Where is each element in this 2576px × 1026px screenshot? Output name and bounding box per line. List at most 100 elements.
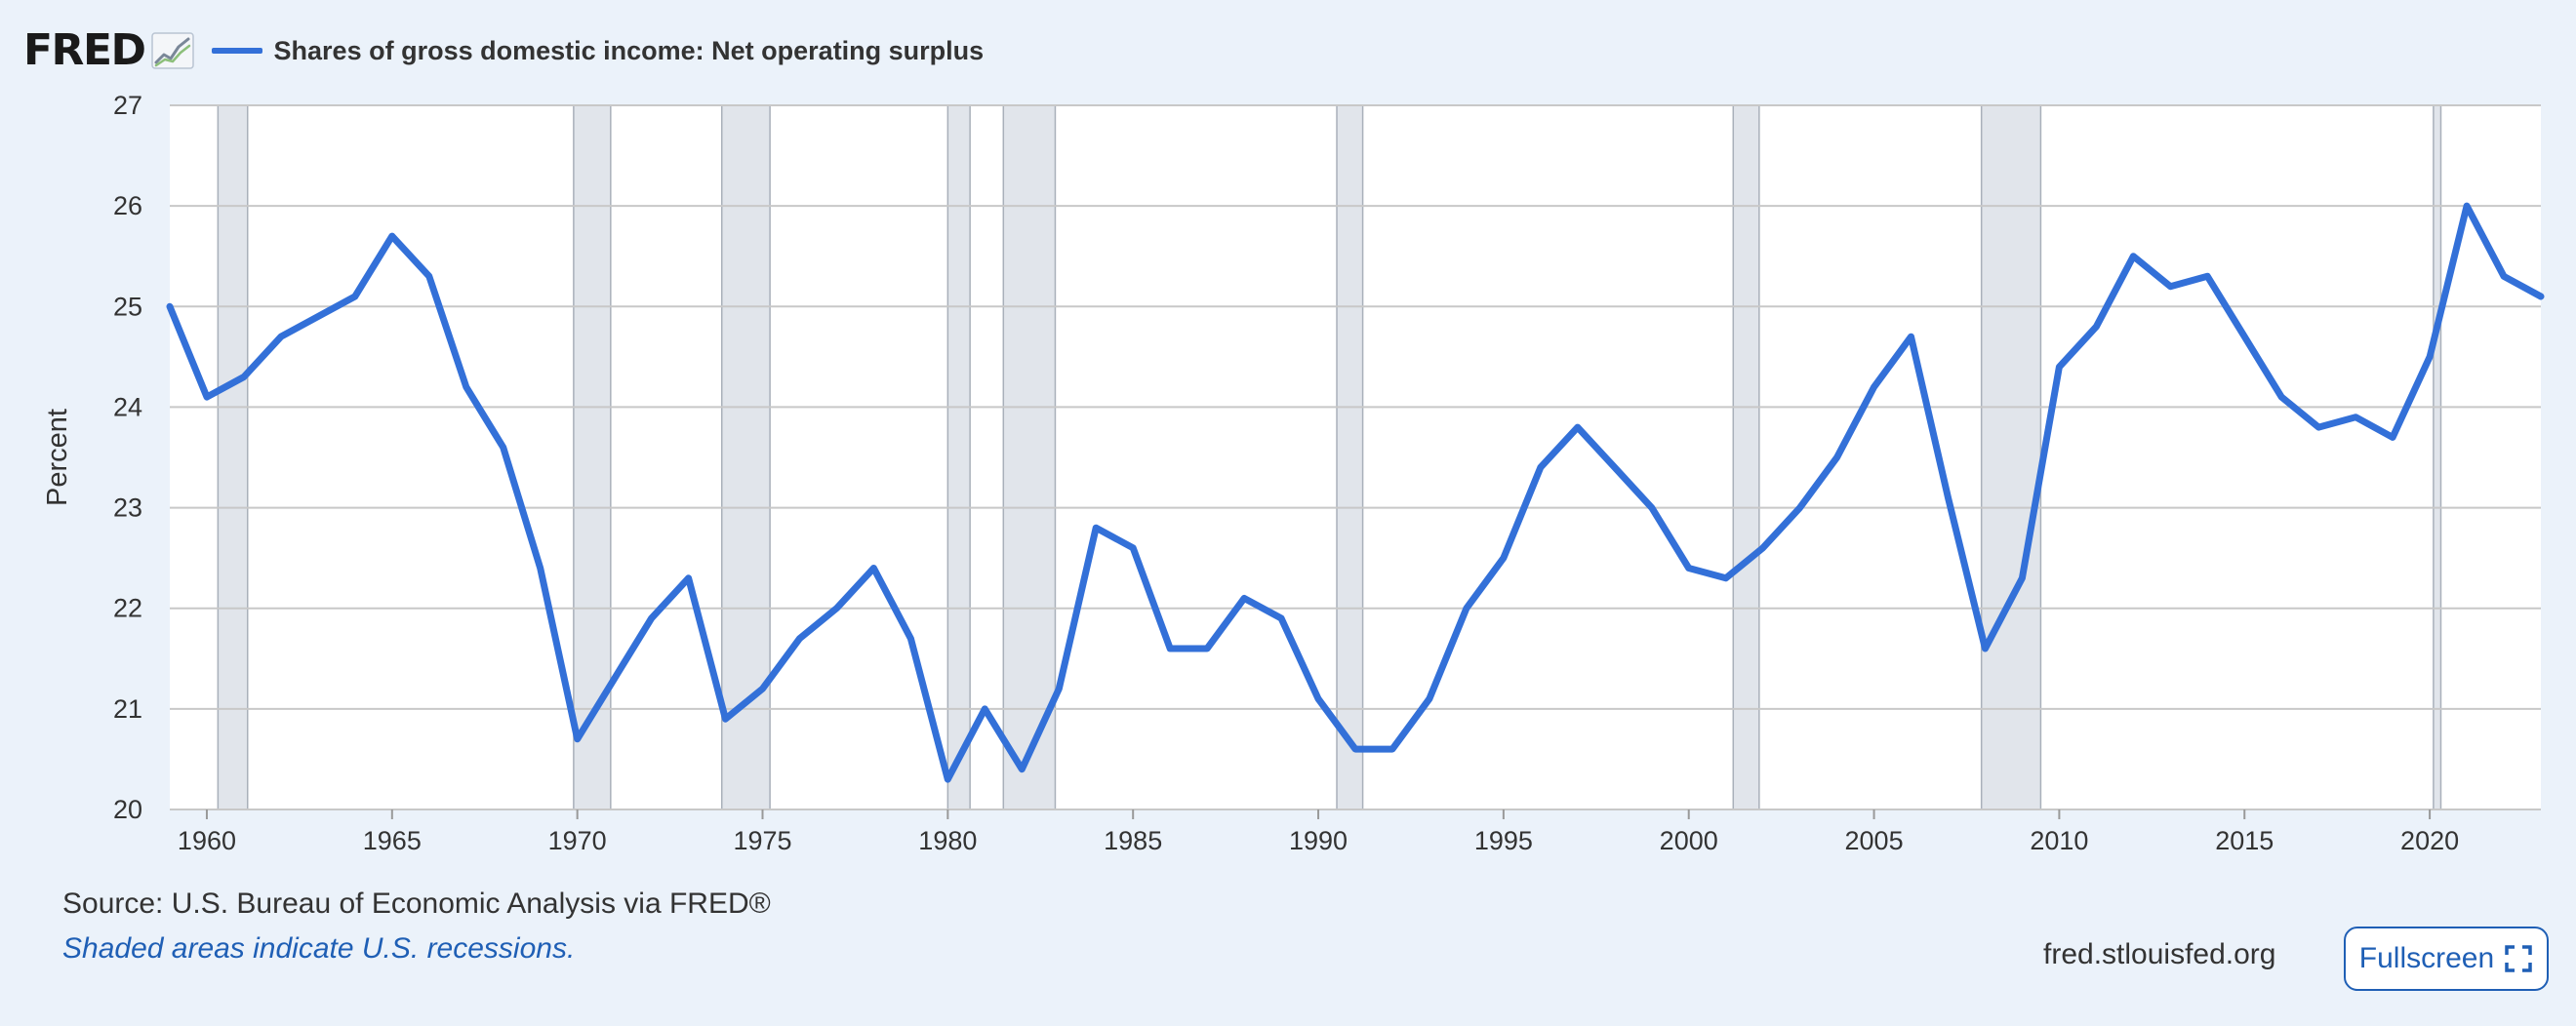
series-line-0[interactable] <box>166 202 2545 783</box>
data-point[interactable] <box>500 444 506 451</box>
y-tick-label: 25 <box>113 292 142 321</box>
data-point[interactable] <box>537 565 543 572</box>
fred-logo[interactable]: FRED <box>23 29 194 72</box>
data-point[interactable] <box>1315 695 1322 702</box>
data-point[interactable] <box>945 776 951 783</box>
data-point[interactable] <box>2056 364 2063 371</box>
x-tick-label: 1985 <box>1104 826 1162 855</box>
data-point[interactable] <box>2130 253 2137 259</box>
data-point[interactable] <box>870 565 877 572</box>
x-tick-label: 2005 <box>1845 826 1904 855</box>
data-point[interactable] <box>2501 273 2508 280</box>
data-point[interactable] <box>648 615 655 622</box>
expand-icon <box>2505 945 2532 972</box>
y-tick-label: 21 <box>113 694 142 724</box>
data-point[interactable] <box>1056 686 1063 692</box>
data-point[interactable] <box>1167 645 1174 651</box>
legend-label: Shares of gross domestic income: Net ope… <box>273 35 985 65</box>
data-point[interactable] <box>463 383 469 390</box>
fred-wordmark: FRED <box>23 25 146 75</box>
data-point[interactable] <box>1648 504 1655 511</box>
data-point[interactable] <box>1426 695 1432 702</box>
x-tick-label: 2010 <box>2030 826 2088 855</box>
recession-band-4 <box>1002 104 1057 810</box>
data-point[interactable] <box>277 334 284 340</box>
data-point[interactable] <box>2464 203 2471 210</box>
series-layer <box>166 202 2545 783</box>
data-point[interactable] <box>2278 394 2285 401</box>
data-point[interactable] <box>982 705 988 712</box>
data-point[interactable] <box>907 635 914 642</box>
data-point[interactable] <box>1945 494 1952 501</box>
chart-header: FRED Shares of gross domestic income: Ne… <box>23 21 984 80</box>
data-point[interactable] <box>1982 645 1989 651</box>
y-tick-label: 26 <box>113 191 142 220</box>
data-point[interactable] <box>314 313 321 320</box>
data-point[interactable] <box>2353 414 2359 420</box>
data-point[interactable] <box>388 233 395 240</box>
data-point[interactable] <box>2093 323 2100 330</box>
data-point[interactable] <box>833 605 840 612</box>
data-point[interactable] <box>722 716 729 723</box>
data-point[interactable] <box>1833 454 1840 461</box>
x-tick-label: 1995 <box>1474 826 1533 855</box>
data-point[interactable] <box>2019 574 2026 581</box>
y-tick-label: 22 <box>113 594 142 623</box>
data-point[interactable] <box>1019 766 1026 772</box>
data-point[interactable] <box>203 394 210 401</box>
data-point[interactable] <box>167 303 174 310</box>
data-point[interactable] <box>425 273 432 280</box>
recession-band-3 <box>946 104 971 810</box>
data-point[interactable] <box>1130 544 1137 551</box>
data-point[interactable] <box>1500 555 1507 562</box>
data-point[interactable] <box>1796 504 1803 511</box>
data-point[interactable] <box>1537 464 1544 471</box>
data-point[interactable] <box>2241 334 2248 340</box>
x-tick-label: 1980 <box>918 826 977 855</box>
data-point[interactable] <box>240 374 247 380</box>
data-point[interactable] <box>1204 645 1211 651</box>
fullscreen-label: Fullscreen <box>2358 942 2495 974</box>
x-tick-label: 2020 <box>2400 826 2459 855</box>
data-point[interactable] <box>2538 293 2545 299</box>
recession-band-7 <box>1980 104 2042 810</box>
data-point[interactable] <box>1759 544 1766 551</box>
data-point[interactable] <box>351 293 358 299</box>
x-tick-label: 1975 <box>733 826 791 855</box>
data-point[interactable] <box>1908 334 1914 340</box>
line-graph-icon <box>150 32 194 69</box>
y-tick-label: 20 <box>113 795 142 824</box>
data-point[interactable] <box>611 675 618 682</box>
data-point[interactable] <box>2427 353 2434 360</box>
data-point[interactable] <box>1278 615 1285 622</box>
recession-band-8 <box>2433 104 2442 810</box>
data-point[interactable] <box>1685 565 1692 572</box>
data-point[interactable] <box>2204 273 2211 280</box>
data-point[interactable] <box>796 635 803 642</box>
recession-note: Shaded areas indicate U.S. recessions. <box>62 932 576 965</box>
data-point[interactable] <box>1389 746 1395 753</box>
data-point[interactable] <box>2390 434 2396 441</box>
data-point[interactable] <box>1574 424 1581 431</box>
y-tick-label: 24 <box>113 392 142 421</box>
x-axis: 1960 1965 1970 1975 1980 1985 1990 1995 2000 2005… <box>170 809 2541 855</box>
data-point[interactable] <box>1611 464 1618 471</box>
data-point[interactable] <box>1241 595 1248 602</box>
x-tick-label: 2015 <box>2215 826 2274 855</box>
data-point[interactable] <box>1871 383 1877 390</box>
data-point[interactable] <box>1463 605 1469 612</box>
y-axis-title: Percent <box>42 409 73 506</box>
data-point[interactable] <box>2167 283 2174 290</box>
data-point[interactable] <box>574 735 581 742</box>
data-point[interactable] <box>685 574 692 581</box>
chart: 1960 1965 1970 1975 1980 1985 1990 1995 2000 2005… <box>42 91 2545 855</box>
data-point[interactable] <box>1352 746 1359 753</box>
source-note: Source: U.S. Bureau of Economic Analysis… <box>62 888 771 920</box>
fullscreen-button[interactable]: Fullscreen <box>2344 927 2549 991</box>
data-point[interactable] <box>1093 525 1100 532</box>
data-point[interactable] <box>759 686 766 692</box>
data-point[interactable] <box>2315 424 2322 431</box>
site-url[interactable]: fred.stlouisfed.org <box>2043 938 2276 970</box>
data-point[interactable] <box>1722 574 1729 581</box>
